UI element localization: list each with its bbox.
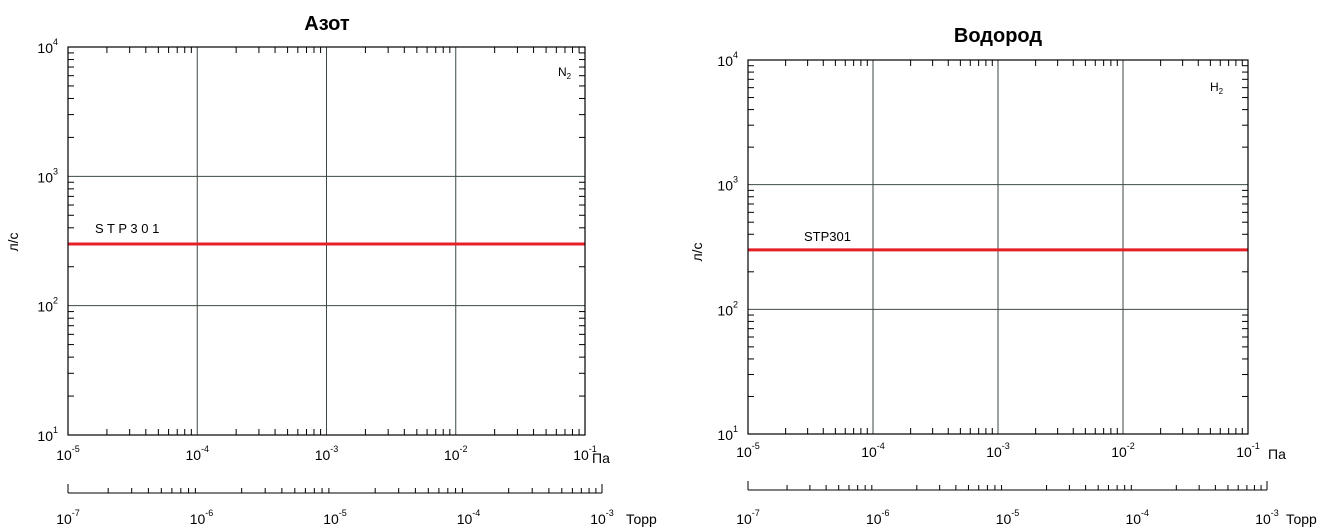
y-tick-label: 104 <box>37 37 58 56</box>
x2-tick-label: 10-7 <box>736 508 760 527</box>
series-label: S T P 3 0 1 <box>95 221 159 236</box>
x2-axis <box>67 484 603 494</box>
y-axis-label: л/с <box>5 232 21 251</box>
x2-tick-label: 10-3 <box>1255 508 1279 527</box>
y-tick-label: 101 <box>717 424 738 443</box>
y-tick-label: 102 <box>717 299 738 318</box>
x2-tick-label: 10-7 <box>56 508 80 527</box>
x-tick-label: 10-4 <box>185 444 209 463</box>
x-tick-label: 10-3 <box>986 441 1010 460</box>
x-axis-unit-label: Па <box>592 450 610 466</box>
y-tick-label: 103 <box>37 166 58 185</box>
grid <box>68 47 585 435</box>
x2-tick-label: 10-3 <box>590 508 614 527</box>
series-label: STP301 <box>804 229 851 244</box>
x-axis-unit-label: Па <box>1268 446 1286 462</box>
y-tick-label: 103 <box>717 175 738 194</box>
grid <box>748 60 1248 434</box>
chart-hydrogen: Водород л/с Па Торр 10-5 10-4 10-3 10-2 10-1… <box>689 25 1317 527</box>
x2-axis-unit-label: Торр <box>626 511 657 527</box>
x-tick-label: 10-4 <box>861 441 885 460</box>
x-tick-label: 10-1 <box>573 444 597 463</box>
x-tick-label: 10-2 <box>1111 441 1135 460</box>
gas-label: H2 <box>1210 80 1224 96</box>
plot-area <box>747 59 1249 435</box>
x2-tick-label: 10-5 <box>996 508 1020 527</box>
plot-area <box>67 46 586 436</box>
chart-title: Водород <box>954 25 1042 47</box>
x2-axis-unit-label: Торр <box>1286 511 1317 527</box>
x2-tick-label: 10-6 <box>866 508 890 527</box>
gas-label: N2 <box>558 65 572 81</box>
chart-nitrogen: Азот л/с Па Торр 10-5 10-4 10-3 10-2 10-110-… <box>5 13 657 527</box>
x2-tick-label: 10-6 <box>190 508 214 527</box>
tick-labels: 10-5 10-4 10-3 10-2 10-1 10-7 10-6 10-5 10-4 10-3… <box>717 50 1278 527</box>
ticks <box>68 47 585 435</box>
x2-tick-label: 10-4 <box>1125 508 1149 527</box>
y-axis-label: л/с <box>689 242 705 261</box>
tick-labels: 10-5 10-4 10-3 10-2 10-1 10-7 10-6 10-5 10-4 10-3… <box>37 37 613 527</box>
x-tick-label: 10-3 <box>315 444 339 463</box>
x2-axis <box>747 481 1268 491</box>
x-tick-label: 10-2 <box>444 444 468 463</box>
x-tick-label: 10-5 <box>736 441 760 460</box>
y-tick-label: 104 <box>717 50 738 69</box>
chart-title: Азот <box>304 13 350 35</box>
y-tick-label: 102 <box>37 296 58 315</box>
x2-tick-label: 10-5 <box>323 508 347 527</box>
x2-tick-label: 10-4 <box>457 508 481 527</box>
x-tick-label: 10-1 <box>1236 441 1260 460</box>
y-tick-label: 101 <box>37 425 58 444</box>
x-tick-label: 10-5 <box>56 444 80 463</box>
